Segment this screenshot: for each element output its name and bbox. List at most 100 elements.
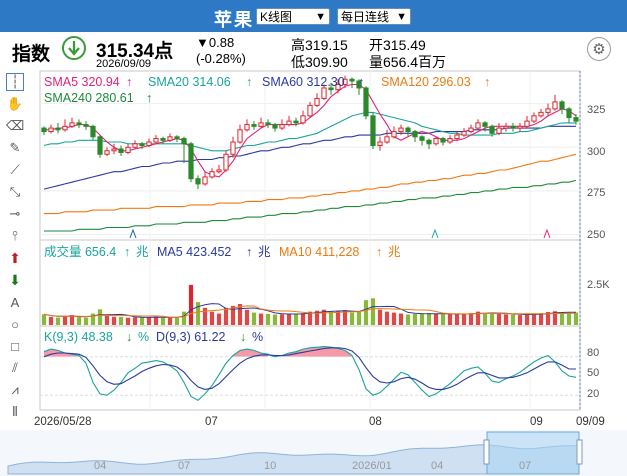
candle: [223, 150, 229, 172]
volume-unit: 兆: [136, 245, 149, 259]
candle-body: [90, 125, 96, 138]
candle-body: [468, 127, 474, 133]
candle-body: [188, 143, 194, 180]
hand-pan-icon[interactable]: ✋: [6, 96, 24, 111]
fan-tool-icon[interactable]: ⩘: [11, 382, 19, 397]
candle-body: [125, 146, 131, 154]
candle-body: [48, 127, 54, 133]
period-select[interactable]: 每日连线 ▼: [337, 8, 411, 25]
volume-value: 量656.4百万: [369, 54, 447, 70]
candle: [342, 75, 348, 88]
kd-axis: 80 50 20: [587, 347, 599, 400]
candle-body: [419, 136, 425, 141]
candle: [426, 138, 432, 150]
d-legend: D(9,3) 61.22: [156, 330, 226, 344]
candle: [181, 136, 187, 163]
volume-bar: [167, 317, 173, 325]
candle-body: [342, 78, 348, 85]
candle: [545, 103, 551, 116]
text-tool-icon[interactable]: A: [10, 294, 20, 310]
candle-body: [202, 176, 208, 185]
candle: [167, 133, 173, 143]
candle-body: [405, 127, 411, 133]
x-tick: 07: [205, 416, 218, 428]
change-percent: (-0.28%): [196, 51, 246, 66]
buy-arrow-icon[interactable]: ⬆: [9, 249, 21, 266]
volume-bar: [461, 313, 467, 325]
candle-body: [223, 153, 229, 171]
candle: [510, 122, 516, 132]
settings-gear-icon[interactable]: ⚙: [587, 37, 611, 61]
eraser-icon[interactable]: ⌫: [5, 118, 25, 133]
ma10-arrow-icon: ↑: [376, 245, 382, 259]
overview-right-handle[interactable]: [576, 439, 583, 465]
candle-body: [545, 108, 551, 113]
volume-bar: [279, 314, 285, 325]
sell-arrow-icon[interactable]: ⬇: [9, 271, 21, 288]
candle-body: [258, 122, 264, 127]
volume-bar: [307, 311, 313, 325]
candle-body: [55, 127, 61, 131]
overview-tick: 04: [431, 460, 443, 472]
volume-bar: [559, 312, 565, 325]
signal-markers: [129, 228, 551, 239]
candle-body: [349, 78, 355, 82]
candle: [55, 122, 61, 134]
volume-bar: [454, 313, 460, 325]
quote-panel: 指数 315.34点 ▼0.88 (-0.28%) 2026/09/09 高31…: [0, 32, 627, 70]
circle-tool-icon[interactable]: ○: [11, 316, 19, 332]
line-tool-icon[interactable]: ⟋: [10, 162, 20, 177]
volume-bar: [566, 312, 572, 325]
channel-tool-icon[interactable]: ⫽: [12, 360, 18, 375]
candle: [237, 124, 243, 144]
pencil-icon[interactable]: ✎: [9, 140, 21, 155]
candle-body: [160, 138, 166, 141]
candle-body: [531, 115, 537, 122]
candle-body: [97, 136, 103, 155]
candle-body: [433, 138, 439, 145]
volume-bar: [265, 313, 271, 325]
volume-bar: [503, 314, 509, 325]
k-line: [43, 346, 577, 401]
vertical-line-icon[interactable]: ⫯: [12, 228, 18, 243]
polyline-tool-icon[interactable]: ⤡: [9, 184, 21, 199]
candle: [412, 129, 418, 143]
candle: [454, 131, 460, 141]
overview-left-handle[interactable]: [483, 439, 490, 465]
candle-body: [503, 125, 509, 129]
horizontal-line-icon[interactable]: ⊸: [9, 206, 21, 221]
ma10-legend: MA10 411,228: [279, 245, 359, 259]
volume-bar: [405, 314, 411, 325]
price-value: 315.34点: [96, 41, 174, 62]
rectangle-tool-icon[interactable]: □: [11, 338, 19, 354]
price-tick: 300: [587, 146, 605, 158]
volume-tick: 2.5K: [587, 279, 610, 291]
x-tick: 2026/05/28: [34, 416, 92, 428]
sma240-arrow-icon: ↑: [146, 91, 152, 105]
cursor-tool-icon[interactable]: ┆: [6, 73, 24, 91]
cycle-lines-icon[interactable]: ⦀: [12, 404, 18, 419]
candle: [69, 117, 75, 129]
candle: [321, 84, 327, 101]
drawing-toolbar: ┆ ✋ ⌫ ✎ ⟋ ⤡ ⊸ ⫯ ⬆ ⬇ A ○ □ ⫽ ⩘ ⦀: [0, 70, 30, 430]
volume-bar: [286, 313, 292, 325]
volume-bar: [153, 316, 159, 325]
volume-bar: [111, 316, 117, 325]
overview-selection[interactable]: [486, 431, 580, 475]
chart-type-select[interactable]: K线图 ▼: [256, 8, 330, 25]
candle-body: [559, 101, 565, 110]
candle-body: [384, 136, 390, 143]
candle-body: [209, 171, 215, 178]
k-unit: %: [138, 330, 149, 344]
candle-body: [167, 136, 173, 141]
volume-bar: [531, 313, 537, 325]
chart-type-value: K线图: [260, 10, 293, 24]
candle-body: [475, 122, 481, 129]
volume-bar: [335, 311, 341, 325]
volume-ma10-line: [43, 305, 577, 318]
volume-bar: [62, 316, 68, 325]
volume-bar: [48, 316, 54, 325]
candle: [202, 171, 208, 186]
overview-navigator[interactable]: 04 07 10 2026/01 04 07: [0, 430, 627, 476]
